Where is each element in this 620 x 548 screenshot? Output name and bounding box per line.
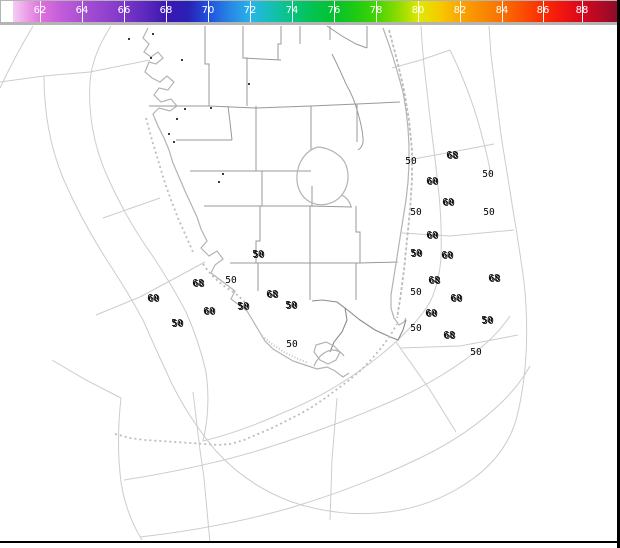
coastline (142, 27, 410, 378)
point-value-label: 60 (203, 306, 215, 317)
point-value-label: 60 (204, 307, 216, 318)
point-value-label: 68 (444, 331, 456, 342)
color-scale-track (1, 1, 617, 22)
bottom-frame-border (0, 541, 620, 543)
point-value-label: 50 (252, 249, 264, 260)
colorbar-tick (82, 1, 83, 22)
city-markers (128, 33, 250, 183)
point-value-label: 50 (286, 301, 298, 312)
color-scale-gradient (13, 1, 617, 22)
point-value-label: 60 (426, 176, 438, 187)
colorbar-tick-label: 84 (495, 5, 509, 16)
point-value-label: 60 (442, 251, 454, 262)
colorbar-tick-label: 86 (536, 5, 550, 16)
point-value-label: 60 (427, 231, 439, 242)
colorbar-tick (582, 1, 583, 22)
point-value-label: 60 (427, 177, 439, 188)
point-value-label: 50 (410, 207, 422, 218)
point-value-label: 60 (426, 309, 438, 320)
colorbar-tick-label: 80 (411, 5, 425, 16)
point-value-label: 60 (425, 308, 437, 319)
colorbar-tick (292, 1, 293, 22)
point-value-label: 50 (405, 156, 417, 167)
point-value-label: 50 (410, 323, 422, 334)
point-value-label: 60 (441, 250, 453, 261)
point-value-label: 50 (172, 319, 184, 330)
point-value-label: 68 (267, 290, 279, 301)
colorbar-tick (543, 1, 544, 22)
colorbar-tick-label: 88 (575, 5, 589, 16)
colorbar-tick-label: 78 (369, 5, 383, 16)
color-scale-bar[interactable]: 62 64 66 68 70 72 74 76 78 80 82 84 86 88 (0, 0, 618, 25)
colorbar-tick-label: 82 (453, 5, 467, 16)
point-value-label: 60 (451, 294, 463, 305)
colorbar-tick-label: 70 (201, 5, 215, 16)
point-value-label: 50 (225, 275, 237, 286)
point-value-label: 50 (483, 207, 495, 218)
colorbar-tick-label: 76 (327, 5, 341, 16)
colorbar-tick-label: 74 (285, 5, 299, 16)
point-value-label: 68 (447, 151, 459, 162)
point-value-label: 68 (488, 273, 500, 284)
colorbar-tick (250, 1, 251, 22)
colorbar-tick-label: 72 (243, 5, 257, 16)
colorbar-tick-label: 68 (159, 5, 173, 16)
island-chains (114, 29, 413, 446)
point-value-label: 50 (411, 249, 423, 260)
point-value-label: 60 (443, 198, 455, 209)
point-value-label: 68 (489, 274, 501, 285)
point-value-label: 50 (171, 318, 183, 329)
colorbar-tick (208, 1, 209, 22)
point-value-label: 68 (446, 150, 458, 161)
colorbar-tick (166, 1, 167, 22)
point-value-label: 68 (443, 330, 455, 341)
colorbar-tick (502, 1, 503, 22)
point-value-label: 60 (450, 293, 462, 304)
colorbar-tick-label: 64 (75, 5, 89, 16)
point-value-label: 50 (482, 316, 494, 327)
point-value-label: 50 (238, 302, 250, 313)
point-value-label: 50 (286, 339, 298, 350)
point-value-label: 50 (482, 169, 494, 180)
point-value-label: 50 (253, 250, 265, 261)
point-value-label: 60 (442, 197, 454, 208)
point-value-label: 68 (266, 289, 278, 300)
colorbar-tick-label: 66 (117, 5, 131, 16)
colorbar-tick (40, 1, 41, 22)
point-value-label: 68 (193, 279, 205, 290)
county-boundaries (149, 25, 401, 300)
marine-zone-boundaries (0, 25, 531, 542)
right-frame-border (617, 0, 620, 548)
point-value-label: 68 (428, 275, 440, 286)
colorbar-tick-label: 62 (33, 5, 47, 16)
colorbar-tick (418, 1, 419, 22)
point-value-label: 50 (481, 315, 493, 326)
point-value-label: 68 (192, 278, 204, 289)
point-value-label: 50 (237, 301, 249, 312)
point-value-label: 60 (426, 230, 438, 241)
mainland-boundary (311, 299, 407, 353)
colorbar-tick (460, 1, 461, 22)
colorbar-tick (124, 1, 125, 22)
point-value-label: 50 (410, 287, 422, 298)
colorbar-tick (334, 1, 335, 22)
point-value-label: 50 (285, 300, 297, 311)
point-value-label: 60 (147, 293, 159, 304)
colorbar-tick (376, 1, 377, 22)
point-value-label: 50 (470, 347, 482, 358)
point-value-label: 60 (148, 294, 160, 305)
point-value-label: 50 (410, 248, 422, 259)
point-value-label: 68 (429, 276, 441, 287)
